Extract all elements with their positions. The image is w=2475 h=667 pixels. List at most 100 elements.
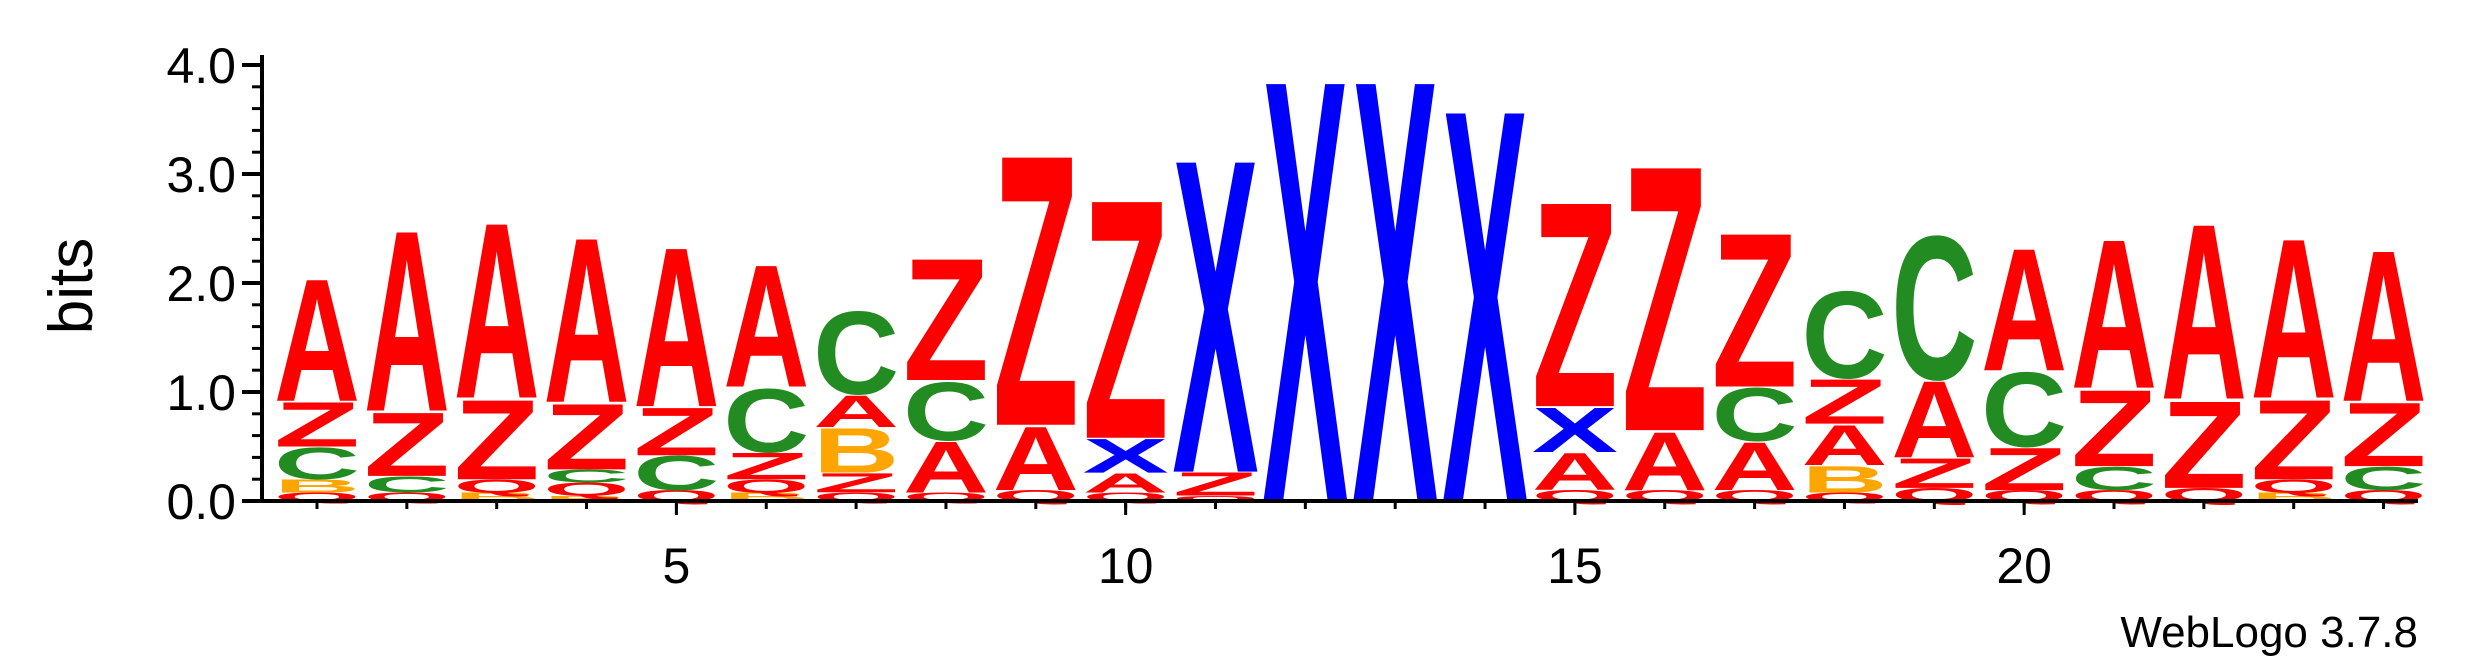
stack-position-12: X (1262, 0, 1349, 630)
logo-letter-a: A (1891, 359, 1977, 482)
logo-letter-c: C (633, 447, 719, 501)
logo-letter-x: X (1262, 0, 1349, 630)
logo-letter-z: Z (2071, 367, 2157, 490)
logo-letter-b: B (813, 415, 899, 487)
logo-letter-a: A (1981, 211, 2067, 407)
logo-letter-c: C (1981, 350, 2067, 469)
logo-letter-z: Z (364, 394, 450, 496)
logo-letter-a: A (364, 177, 450, 466)
logo-letter-c: C (364, 472, 450, 498)
logo-letter-c: C (274, 438, 360, 489)
logo-letter-q: Q (2251, 476, 2337, 497)
logo-letter-c: C (2071, 460, 2157, 498)
logo-letter-a: A (2161, 171, 2247, 452)
logo-letter-a: A (1083, 468, 1169, 498)
logo-letter-z: Z (993, 74, 1079, 507)
logo-letter-z: Z (2251, 377, 2337, 504)
logo-letter-z: Z (633, 394, 719, 470)
x-tick-label: 10 (1098, 538, 1154, 594)
logo-letter-b: B (1801, 458, 1887, 501)
stack-position-11: QZX (1173, 66, 1260, 568)
logo-letter-q: Q (544, 479, 630, 500)
logo-letter-q: Q (723, 476, 809, 497)
logo-letter-a: A (544, 188, 630, 452)
x-tick-label: 15 (1547, 538, 1603, 594)
stack-position-14: X (1442, 0, 1529, 621)
y-tick-label: 2.0 (166, 256, 236, 312)
logo-letter-q: Q (454, 476, 540, 497)
logo-letter-a: A (1801, 413, 1887, 478)
stack-position-13: X (1352, 0, 1439, 630)
logo-letter-a: A (1622, 414, 1708, 508)
logo-letter-z: Z (274, 389, 360, 460)
logo-letter-x: X (1173, 66, 1260, 568)
logo-letter-a: A (723, 228, 809, 424)
logo-letter-a: A (2341, 205, 2427, 447)
logo-letter-a: A (1712, 428, 1798, 505)
weblogo-credit: WebLogo 3.7.8 (2120, 608, 2418, 657)
y-tick-label: 4.0 (166, 38, 236, 94)
logo-letter-z: Z (1532, 140, 1618, 469)
logo-letter-z: Z (903, 221, 989, 417)
logo-letter-z: Z (1891, 450, 1977, 498)
logo-letter-c: C (1891, 193, 1977, 423)
logo-letter-z: Z (1801, 366, 1887, 437)
logo-letter-c: C (813, 287, 899, 420)
logo-letter-z: Z (1173, 465, 1259, 503)
logo-letter-q: Q (1173, 494, 1259, 503)
logo-letter-c: C (723, 370, 809, 472)
logo-letter-z: Z (454, 377, 540, 504)
logo-letter-z: Z (1981, 435, 2067, 503)
logo-letter-c: C (2341, 460, 2427, 498)
logo-letter-a: A (633, 199, 719, 455)
axes: 0.0 1.0 2.0 3.0 4.0 5 10 15 20 (166, 38, 2418, 594)
logo-letter-c: C (544, 466, 630, 486)
stack-position-16: QAZ (1622, 85, 1708, 511)
logo-letter-z: Z (2161, 376, 2247, 515)
stack-position-22: QZA (2161, 171, 2247, 515)
logo-letter-c: C (1712, 373, 1798, 458)
logo-letter-a: A (903, 426, 989, 507)
logo-letter-z: Z (723, 445, 809, 487)
logo-letter-z: Z (1712, 187, 1798, 434)
logo-letter-a: A (454, 170, 540, 451)
logo-letter-z: Z (1622, 85, 1708, 511)
logo-letter-z: Z (813, 468, 899, 499)
logo-letter-b: B (274, 476, 360, 496)
logo-letter-a: A (1532, 442, 1618, 502)
logo-letter-x: X (1352, 0, 1439, 630)
logo-letter-x: X (1083, 429, 1169, 483)
logo-letter-z: Z (544, 385, 630, 490)
y-tick-label: 0.0 (166, 474, 236, 530)
logo-letter-a: A (993, 408, 1079, 510)
logo-letter-a: A (2251, 191, 2337, 447)
logo-letter-a: A (274, 242, 360, 438)
logo-letter-a: A (813, 386, 899, 437)
y-axis-label: bits (37, 238, 106, 334)
x-tick-label: 20 (1996, 538, 2052, 594)
logo-letter-a: A (2071, 195, 2157, 433)
logo-letter-z: Z (2341, 385, 2427, 487)
logo-letter-x: X (1442, 0, 1529, 621)
logo-letter-c: C (1801, 265, 1887, 404)
logo-letter-b: B (544, 494, 630, 502)
